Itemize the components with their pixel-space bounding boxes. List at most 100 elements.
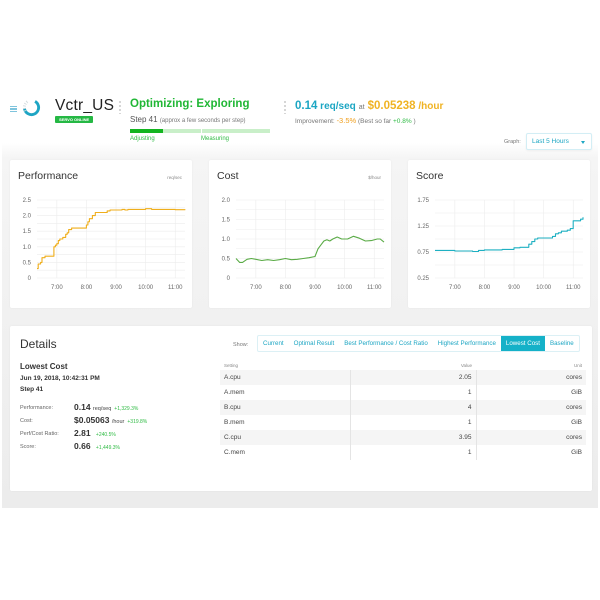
step-info: Step 41 (approx a few seconds per step) — [130, 115, 246, 124]
stat-value: 0.14 req/seq +1,329.3% — [74, 402, 139, 412]
setting-name: A.cpu — [220, 370, 350, 385]
svg-text:0: 0 — [227, 276, 231, 282]
graph-range-select[interactable]: Last 5 Hours — [526, 133, 592, 150]
svg-text:7:00: 7:00 — [449, 285, 461, 291]
svg-text:0.5: 0.5 — [23, 260, 32, 266]
measuring-segment — [202, 129, 270, 133]
divider — [284, 100, 286, 114]
improvement-info: Improvement: -3.5% (Best so far +0.8% ) — [295, 116, 416, 125]
svg-text:9:00: 9:00 — [508, 285, 520, 291]
phase-measuring-label: Measuring — [201, 136, 230, 142]
chart-title: Score — [416, 170, 444, 182]
chart-unit: $/hour — [368, 175, 381, 180]
menu-icon[interactable] — [10, 106, 17, 113]
logo-icon — [22, 98, 41, 117]
setting-value: 2.05 — [349, 370, 477, 385]
graph-label: Graph: — [504, 139, 521, 145]
selection-title: Lowest Cost — [20, 362, 68, 371]
setting-unit: cores — [476, 430, 586, 445]
svg-text:8:00: 8:00 — [81, 285, 93, 291]
best-so-far-value: +0.8% — [393, 118, 412, 125]
setting-name: C.mem — [224, 449, 245, 456]
score-chart-card: Score 0.25 0.75 1.25 1.75 7:00 8:00 9:00 10:00 1… — [408, 160, 590, 308]
stat-delta: +240.5% — [95, 432, 116, 438]
setting-unit: GiB — [571, 419, 582, 426]
divider — [119, 100, 121, 114]
setting-value: 1 — [349, 415, 477, 430]
status-badge: SERVO ONLINE — [55, 116, 94, 123]
current-cost: $0.05238 /hour — [367, 100, 444, 112]
table-row: A.cpu 2.05 cores — [220, 370, 586, 385]
stat-delta: +319.8% — [127, 419, 148, 425]
setting-value: 3.95 — [349, 430, 477, 445]
app-name: Vctr_US — [55, 97, 115, 114]
setting-value: 1 — [349, 385, 477, 400]
svg-text:9:00: 9:00 — [309, 285, 321, 291]
show-tab-lowest-cost[interactable]: Lowest Cost — [500, 336, 545, 351]
stat-value: 2.81 +240.5% — [74, 428, 116, 438]
show-tab-current[interactable]: Current — [263, 340, 284, 347]
step-note: (approx a few seconds per step) — [159, 118, 246, 124]
phase-adjusting-label: Adjusting — [130, 136, 155, 142]
svg-text:2.5: 2.5 — [23, 198, 32, 204]
setting-unit: GiB — [571, 449, 582, 456]
selection-timestamp: Jun 19, 2018, 10:42:31 PM — [20, 375, 100, 382]
show-tabs: Current Optimal Result Best Performance / … — [257, 335, 580, 352]
svg-text:1.75: 1.75 — [417, 198, 429, 204]
stat-value: $0.05063 /hour +319.8% — [74, 415, 148, 425]
chevron-down-icon — [581, 141, 585, 144]
svg-text:8:00: 8:00 — [479, 285, 491, 291]
table-row: A.mem 1 GiB — [220, 385, 586, 400]
show-tab-highest-performance[interactable]: Highest Performance — [437, 340, 496, 347]
performance-chart-card: Performance req/sec 0 0.5 1.0 1.5 2.0 2.5 7:00… — [10, 160, 192, 308]
setting-unit: cores — [476, 370, 586, 385]
table-row: C.mem 1 GiB — [220, 445, 586, 460]
stat-value: 0.66 +1,449.3% — [74, 441, 120, 451]
svg-text:0.25: 0.25 — [417, 276, 429, 282]
at-label: at — [358, 104, 365, 111]
svg-text:0: 0 — [28, 276, 32, 282]
stat-delta: +1,449.3% — [95, 445, 120, 451]
svg-text:11:00: 11:00 — [168, 285, 183, 291]
svg-text:11:00: 11:00 — [367, 285, 382, 291]
stat-label: Performance: — [20, 405, 54, 411]
column-header-unit: Unit — [573, 362, 582, 368]
setting-name: C.cpu — [220, 430, 350, 445]
cost-chart[interactable]: 0 0.5 1.0 1.5 2.0 7:00 8:00 9:00 10:00 11:00 — [209, 160, 391, 308]
svg-text:1.25: 1.25 — [417, 224, 429, 230]
setting-unit: cores — [476, 400, 586, 415]
setting-name: B.cpu — [220, 400, 350, 415]
svg-text:1.0: 1.0 — [23, 245, 32, 251]
setting-name: B.mem — [224, 419, 245, 426]
svg-text:10:00: 10:00 — [337, 285, 353, 291]
details-panel: Details Lowest Cost Jun 19, 2018, 10:42:… — [10, 326, 592, 491]
current-performance: 0.14 req/seq — [295, 100, 356, 112]
setting-name: A.mem — [224, 389, 245, 396]
score-chart[interactable]: 0.25 0.75 1.25 1.75 7:00 8:00 9:00 10:00 11:00 — [408, 160, 590, 308]
chart-title: Performance — [18, 170, 79, 182]
optimizer-status: Optimizing: Exploring — [130, 98, 250, 110]
show-tab-optimal-result[interactable]: Optimal Result — [293, 340, 335, 347]
svg-text:7:00: 7:00 — [51, 285, 63, 291]
show-tab-best-performance-cost-ratio[interactable]: Best Performance / Cost Ratio — [344, 340, 428, 347]
series-line — [435, 217, 584, 253]
svg-text:1.5: 1.5 — [222, 218, 231, 224]
performance-chart[interactable]: 0 0.5 1.0 1.5 2.0 2.5 7:00 8:00 9:00 10:00 11:00 — [10, 160, 192, 308]
svg-text:10:00: 10:00 — [138, 285, 154, 291]
details-title: Details — [20, 337, 57, 351]
svg-text:11:00: 11:00 — [566, 285, 581, 291]
column-header-value: Value — [460, 362, 472, 368]
app-container: Vctr_US SERVO ONLINE Optimizing: Explori… — [2, 88, 598, 508]
setting-unit: GiB — [571, 389, 582, 396]
svg-text:1.0: 1.0 — [222, 237, 231, 243]
svg-text:0.75: 0.75 — [417, 250, 429, 256]
cost-chart-card: Cost $/hour 0 0.5 1.0 1.5 2.0 7:00 8:00 9:00 10:… — [209, 160, 391, 308]
svg-text:8:00: 8:00 — [280, 285, 292, 291]
selection-step: Step 41 — [20, 386, 44, 393]
show-tab-baseline[interactable]: Baseline — [549, 340, 574, 347]
show-label: Show: — [233, 342, 249, 348]
svg-text:7:00: 7:00 — [250, 285, 262, 291]
settings-table: Setting Value Unit A.cpu 2.05 cores A.mem 1 G… — [220, 360, 586, 460]
table-row: B.mem 1 GiB — [220, 415, 586, 430]
stat-delta: +1,329.3% — [114, 406, 139, 412]
